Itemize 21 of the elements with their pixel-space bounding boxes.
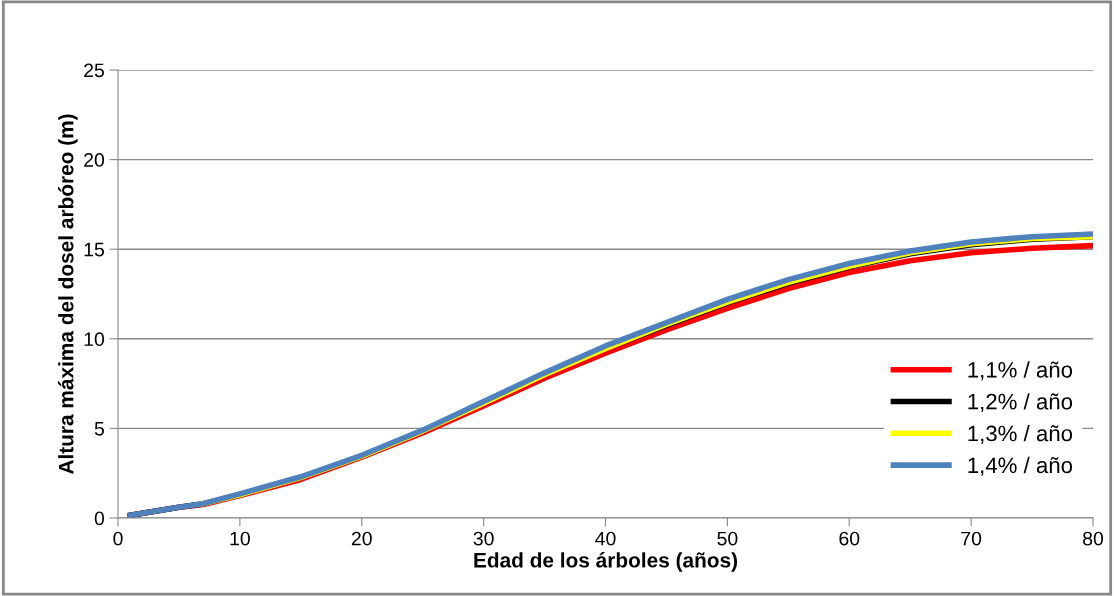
- legend-label: 1,3% / año: [968, 425, 1073, 444]
- x-tick-label: 30: [473, 531, 494, 546]
- x-tick-label: 20: [351, 531, 372, 546]
- legend-label: 1,4% / año: [968, 456, 1073, 476]
- x-tick-label: 60: [839, 531, 860, 546]
- x-tick-label: 40: [595, 531, 616, 546]
- x-tick-label: 10: [230, 531, 250, 546]
- legend-label: 1,1% / año: [968, 361, 1073, 381]
- y-tick-label: 20: [84, 153, 105, 167]
- legend-label: 1,2% / año: [968, 393, 1073, 413]
- x-tick-label: 80: [1083, 531, 1104, 546]
- x-axis-title: Edad de los árboles (años): [474, 552, 738, 572]
- x-tick-label: 0: [113, 531, 123, 546]
- x-tick-label: 70: [961, 531, 982, 546]
- x-tick-label: 50: [717, 531, 738, 546]
- y-tick-label: 10: [84, 332, 105, 347]
- y-tick-label: 5: [94, 422, 104, 436]
- y-tick-label: 25: [84, 63, 104, 78]
- y-tick-label: 0: [94, 511, 105, 526]
- y-axis-title: Altura máxima del dosel arbóreo (m): [58, 114, 78, 475]
- y-tick-label: 15: [84, 242, 104, 257]
